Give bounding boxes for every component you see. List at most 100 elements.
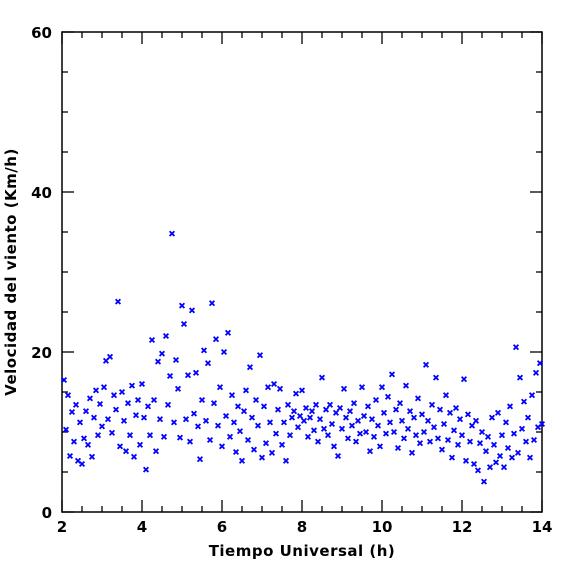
- data-point-stroke: [342, 414, 350, 421]
- data-point-stroke: [310, 427, 318, 434]
- data-point-stroke: [60, 376, 68, 384]
- data-point-stroke: [414, 395, 422, 402]
- data-point-stroke: [204, 360, 212, 367]
- data-point-stroke: [230, 419, 238, 426]
- data-point-stroke: [412, 432, 420, 439]
- data-point-stroke: [94, 432, 102, 439]
- data-point-stroke: [258, 454, 266, 461]
- data-point-stroke: [324, 432, 332, 439]
- data-point: [224, 329, 232, 336]
- data-point-stroke: [112, 406, 120, 413]
- data-point-stroke: [452, 404, 460, 412]
- data-point: [146, 432, 154, 439]
- data-point-stroke: [98, 423, 106, 430]
- data-point-stroke: [480, 478, 488, 485]
- data-point-stroke: [162, 332, 170, 340]
- data-point: [456, 416, 464, 423]
- data-point: [360, 412, 368, 420]
- data-point: [62, 426, 70, 433]
- data-point-stroke: [530, 436, 538, 444]
- data-point-stroke: [68, 408, 76, 416]
- data-point: [152, 448, 160, 455]
- data-point: [206, 436, 214, 444]
- data-point-stroke: [322, 406, 330, 413]
- data-point: [506, 403, 514, 410]
- data-point: [292, 390, 300, 397]
- data-point: [502, 419, 510, 426]
- data-point-stroke: [282, 457, 290, 464]
- y-tick-label: 60: [31, 24, 52, 42]
- data-point-stroke: [348, 422, 356, 429]
- data-point-stroke: [446, 409, 454, 416]
- data-point: [226, 433, 234, 440]
- data-point: [504, 444, 512, 452]
- data-point: [328, 420, 336, 428]
- data-point: [184, 372, 192, 379]
- data-point: [462, 457, 470, 464]
- data-point: [78, 460, 86, 468]
- data-point: [290, 408, 298, 415]
- data-point-stroke: [366, 448, 374, 455]
- data-point: [464, 411, 472, 418]
- data-point: [416, 440, 424, 447]
- data-point-stroke: [436, 406, 444, 413]
- data-point: [370, 433, 378, 440]
- data-point: [174, 385, 182, 392]
- data-point-stroke: [292, 390, 300, 397]
- data-point: [490, 441, 498, 448]
- data-point-stroke: [82, 408, 90, 415]
- data-point-stroke: [334, 452, 342, 460]
- data-point-stroke: [276, 385, 284, 392]
- data-point: [342, 414, 350, 421]
- data-point-stroke: [122, 448, 130, 455]
- data-point: [316, 416, 324, 423]
- data-point-stroke: [72, 401, 80, 408]
- data-point-stroke: [192, 369, 200, 376]
- data-point: [414, 395, 422, 402]
- data-point-stroke: [474, 467, 482, 474]
- data-point: [532, 369, 540, 376]
- data-point-stroke: [146, 432, 154, 439]
- data-point: [148, 336, 156, 344]
- data-point: [350, 400, 358, 407]
- data-point-stroke: [360, 412, 368, 420]
- data-point-stroke: [154, 358, 162, 365]
- data-point-stroke: [260, 403, 268, 410]
- data-point: [264, 384, 272, 391]
- data-point-stroke: [144, 403, 152, 410]
- data-point: [208, 300, 216, 307]
- data-point: [288, 414, 296, 421]
- data-point: [450, 427, 458, 434]
- data-point-stroke: [458, 432, 466, 439]
- data-point-stroke: [420, 428, 428, 436]
- data-point-stroke: [132, 412, 140, 419]
- data-point: [144, 403, 152, 410]
- data-point-stroke: [354, 417, 362, 424]
- data-point-stroke: [184, 372, 192, 379]
- data-point: [196, 456, 204, 463]
- data-point-stroke: [450, 427, 458, 434]
- data-point-stroke: [208, 300, 216, 307]
- data-point: [348, 422, 356, 429]
- data-point-stroke: [490, 441, 498, 448]
- data-point-stroke: [124, 400, 132, 407]
- data-point-stroke: [374, 422, 382, 429]
- data-point-stroke: [110, 392, 118, 399]
- data-point: [286, 432, 294, 439]
- data-point-stroke: [248, 414, 256, 421]
- data-point-stroke: [80, 435, 88, 442]
- data-point: [382, 430, 390, 437]
- data-point-stroke: [250, 446, 258, 453]
- data-point: [170, 419, 178, 426]
- data-point: [66, 452, 74, 460]
- data-point: [108, 429, 116, 436]
- data-point-stroke: [384, 393, 392, 400]
- data-point-stroke: [254, 422, 262, 429]
- data-point: [268, 449, 276, 456]
- data-point-stroke: [466, 438, 474, 445]
- data-point: [252, 396, 260, 404]
- data-point-stroke: [386, 419, 394, 426]
- data-point-stroke: [328, 420, 336, 428]
- data-point-stroke: [236, 428, 244, 435]
- data-point-stroke: [114, 298, 122, 305]
